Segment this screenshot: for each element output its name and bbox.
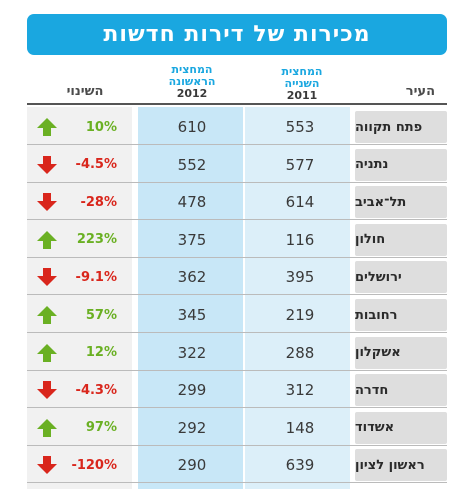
city-name: רחובות [355, 299, 447, 331]
arrow-down-icon [37, 381, 57, 400]
arrow-down-icon [37, 155, 57, 174]
value-second-half-2011: 219 [285, 306, 315, 324]
arrow-up-icon [37, 230, 57, 249]
value-second-half-2011: 614 [285, 193, 315, 212]
city-name: נתניה [355, 148, 447, 181]
city-name: פתח תקווה [355, 111, 447, 143]
header-half2-year: 2011 [286, 89, 318, 102]
table-row: ירושלים 395 362 -9.1% [27, 259, 447, 296]
change-percent: 12% [85, 345, 117, 361]
header-change: השינוי [66, 84, 104, 99]
header-first-half-2012: המחצית הראשונה 2012 [152, 64, 232, 100]
value-first-half-2012: 292 [177, 418, 207, 437]
change-percent: 57% [85, 307, 117, 323]
table-row: אשדוד 148 292 97% [27, 410, 447, 446]
row-divider [27, 482, 447, 484]
change-percent: -28% [80, 194, 117, 210]
value-second-half-2011: 577 [285, 155, 315, 174]
arrow-up-icon [37, 418, 57, 437]
page-title: מכירות של דירות חדשות [27, 14, 447, 55]
arrow-down-icon [37, 456, 57, 475]
value-first-half-2012: 375 [177, 230, 207, 249]
value-first-half-2012: 478 [177, 193, 207, 212]
city-name: חדרה [355, 374, 447, 407]
table-row: ראשון לציון 639 290 -120% [27, 447, 447, 484]
arrow-up-icon [37, 118, 57, 136]
value-first-half-2012: 290 [177, 456, 207, 475]
city-name: ראשון לציון [355, 449, 447, 482]
value-first-half-2012: 610 [177, 118, 207, 136]
row-divider [27, 332, 447, 333]
row-divider [27, 256, 447, 258]
row-divider [27, 407, 447, 409]
row-divider [27, 144, 447, 145]
value-first-half-2012: 345 [177, 306, 207, 324]
change-percent: 10% [85, 119, 117, 135]
row-divider [27, 369, 447, 371]
table-row: נתניה 577 552 -4.5% [27, 147, 447, 183]
value-first-half-2012: 322 [177, 343, 207, 362]
first-half-column-background [138, 107, 243, 489]
city-name: אשדוד [355, 411, 447, 444]
value-second-half-2011: 553 [285, 118, 315, 136]
city-name: תל־אביב [355, 186, 447, 219]
value-second-half-2011: 639 [285, 456, 315, 475]
table-row: חולון 116 375 223% [27, 222, 447, 258]
table-row: חדרה 312 299 -4.3% [27, 372, 447, 409]
header-half2-line1: המחצית [281, 65, 323, 78]
arrow-down-icon [37, 268, 57, 287]
change-percent: 223% [76, 232, 117, 248]
row-divider [27, 444, 447, 446]
city-name: אשקלון [355, 336, 447, 369]
header-half1-line2: הראשונה [168, 75, 216, 88]
row-divider [27, 294, 447, 296]
arrow-up-icon [37, 343, 57, 362]
value-second-half-2011: 148 [285, 418, 315, 437]
table-row: אשקלון 288 322 12% [27, 335, 447, 371]
change-percent: 97% [85, 420, 117, 436]
table-row: רחובות 219 345 57% [27, 297, 447, 333]
table-row: תל־אביב 614 478 -28% [27, 184, 447, 221]
city-name: ירושלים [355, 261, 447, 294]
table-row: פתח תקווה 553 610 10% [27, 109, 447, 145]
header-city: העיר [405, 84, 435, 99]
value-first-half-2012: 362 [177, 268, 207, 287]
value-second-half-2011: 288 [285, 343, 315, 362]
change-percent: -4.3% [75, 382, 117, 398]
value-first-half-2012: 552 [177, 155, 207, 174]
value-first-half-2012: 299 [177, 381, 207, 400]
value-second-half-2011: 312 [285, 381, 315, 400]
header-half1-year: 2012 [176, 87, 208, 100]
header-half2-line2: השנייה [284, 77, 320, 90]
second-half-column-background [245, 107, 350, 489]
change-percent: -120% [71, 457, 117, 473]
row-divider [27, 181, 447, 183]
header-divider [27, 103, 447, 105]
row-divider [27, 219, 447, 221]
value-second-half-2011: 116 [285, 230, 315, 249]
value-second-half-2011: 395 [285, 268, 315, 287]
change-percent: -9.1% [75, 269, 117, 285]
header-second-half-2011: המחצית השנייה 2011 [257, 66, 347, 102]
header-half1-line1: המחצית [171, 63, 213, 76]
city-name: חולון [355, 223, 447, 256]
change-percent: -4.5% [75, 157, 117, 173]
arrow-down-icon [37, 193, 57, 212]
arrow-up-icon [37, 306, 57, 324]
